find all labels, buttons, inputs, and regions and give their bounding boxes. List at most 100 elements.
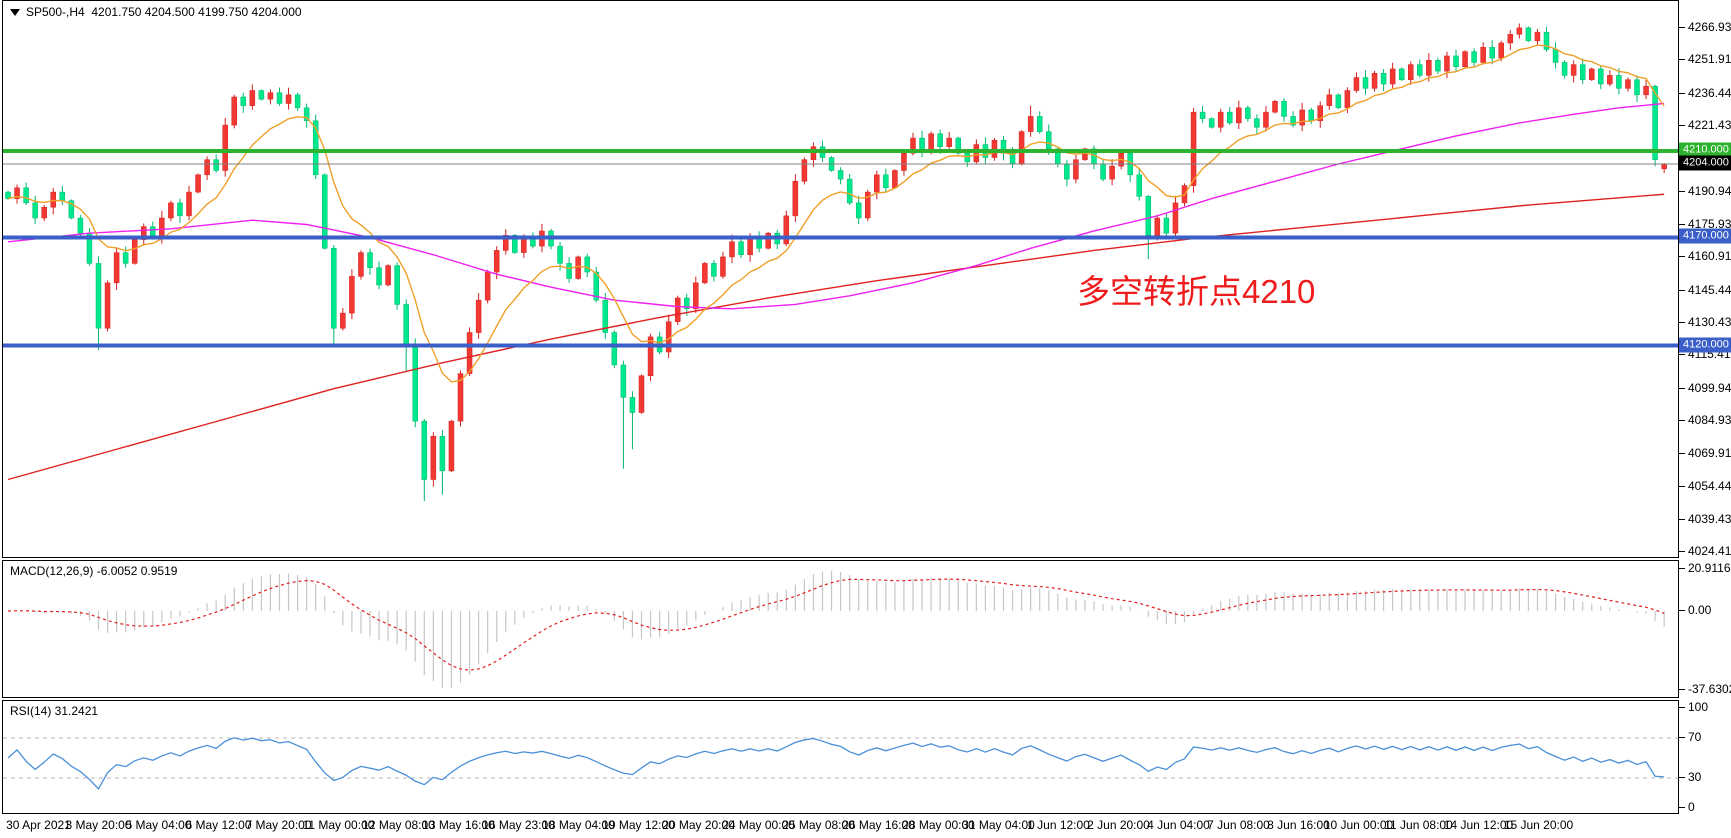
price-tick-label: 4054.445 <box>1688 479 1731 494</box>
candle-body <box>1217 111 1224 128</box>
time-axis-label: 13 May 16:00 <box>422 818 495 832</box>
macd-plot[interactable] <box>3 561 1678 697</box>
time-axis-label: 26 May 16:00 <box>842 818 915 832</box>
candle-body <box>575 256 581 279</box>
macd-axis-label: 0.00 <box>1688 603 1712 617</box>
candle-body <box>1353 77 1360 91</box>
candle-body <box>991 139 998 158</box>
candle-body <box>1371 72 1378 89</box>
price-axis-tick <box>1679 223 1685 225</box>
ohlc-values: 4201.750 4204.500 4199.750 4204.000 <box>91 5 302 19</box>
candle-body <box>1254 118 1260 128</box>
time-axis-label: 14 Jun 12:00 <box>1443 818 1514 832</box>
time-axis-label: 16 May 23:00 <box>482 818 555 832</box>
candle-body <box>865 191 871 219</box>
candle-body <box>466 332 473 374</box>
candle-body <box>1543 31 1550 50</box>
candle-body <box>1172 202 1179 234</box>
time-axis-label: 8 Jun 16:00 <box>1267 818 1330 832</box>
rsi-label: RSI(14) 31.2421 <box>10 704 99 718</box>
candle-body <box>1435 60 1441 72</box>
rsi-axis-label: 0 <box>1688 800 1695 814</box>
candle-body <box>258 90 265 100</box>
candle-body <box>1534 31 1541 42</box>
rsi-axis-label: 30 <box>1688 770 1702 784</box>
candle-body <box>1462 51 1468 67</box>
price-tick-label: 4084.930 <box>1688 413 1731 428</box>
price-axis-tick <box>1679 191 1685 193</box>
candle-body <box>14 187 20 199</box>
candle-body <box>1525 27 1532 42</box>
candle-body <box>177 202 183 217</box>
candle-body <box>1154 217 1161 236</box>
candle-body <box>738 241 744 256</box>
candle-body <box>1227 111 1233 124</box>
price-axis-tick <box>1679 125 1685 127</box>
candle-body <box>638 375 645 413</box>
price-axis-tick <box>1679 59 1685 61</box>
candle-body <box>1389 68 1396 85</box>
macd-axis-tick <box>1679 610 1685 611</box>
candle-body <box>1335 94 1342 109</box>
candle-body <box>1344 90 1351 109</box>
candle-body <box>801 159 808 182</box>
candle-body <box>928 133 934 152</box>
rsi-panel[interactable]: RSI(14) 31.2421 <box>2 700 1679 814</box>
candle-body <box>883 174 889 189</box>
candle-body <box>946 137 952 147</box>
candle-body <box>1471 51 1477 63</box>
candle-body <box>1480 47 1486 63</box>
candle-body <box>557 245 563 264</box>
candle-body <box>122 252 129 264</box>
candlestick-plot[interactable] <box>3 1 1678 557</box>
candle-body <box>1561 62 1568 76</box>
time-axis[interactable]: 30 Apr 2021 3 May 20:00 5 May 04:00 6 May 1… <box>0 816 1731 838</box>
price-axis[interactable]: 4266.930 4251.915 4236.445 4221.430 4190.945… <box>1679 0 1731 838</box>
candle-body <box>1326 94 1333 106</box>
candle-body <box>1281 101 1287 117</box>
price-tick-label: 4236.445 <box>1688 85 1731 100</box>
candle-body <box>204 159 210 176</box>
rsi-axis-tick <box>1679 777 1685 778</box>
candle-body <box>1498 42 1504 59</box>
candle-body <box>1625 79 1631 89</box>
candle-body <box>503 235 509 251</box>
candle-body <box>792 181 799 217</box>
candle-body <box>1579 64 1586 80</box>
candle-body <box>1100 163 1106 180</box>
candle-body <box>1145 196 1152 236</box>
price-tick-label: 4069.915 <box>1688 445 1731 460</box>
price-tick-label: 4221.430 <box>1688 118 1731 133</box>
candle-body <box>186 191 192 217</box>
candle-body <box>439 436 446 472</box>
candle-body <box>403 304 409 346</box>
candle-body <box>1317 105 1323 122</box>
candle-body <box>1570 64 1577 76</box>
candle-body <box>1661 163 1667 170</box>
time-axis-label: 18 May 04:00 <box>542 818 615 832</box>
rsi-plot[interactable] <box>3 701 1678 813</box>
price-axis-tick <box>1679 387 1685 389</box>
price-tick-label: 4024.415 <box>1688 544 1731 559</box>
candle-body <box>448 420 455 472</box>
rsi-line <box>7 737 1665 790</box>
macd-panel[interactable]: MACD(12,26,9) -6.0052 0.9519 <box>2 560 1679 698</box>
candle-body <box>747 237 753 256</box>
candle-body <box>1299 109 1305 126</box>
annotation-text[interactable]: 多空转折点4210 <box>1077 273 1316 310</box>
candle-body <box>294 94 301 109</box>
candle-body <box>213 159 219 171</box>
candle-body <box>1163 217 1170 234</box>
candle-body <box>512 235 518 253</box>
time-axis-label: 11 May 00:00 <box>302 818 375 832</box>
candle-body <box>95 263 102 329</box>
candle-body <box>1426 60 1432 76</box>
candle-body <box>910 137 916 154</box>
candle-body <box>521 237 527 253</box>
price-chart-panel[interactable]: SP500-,H4 4201.750 4204.500 4199.750 420… <box>2 0 1679 558</box>
macd-axis-label: 20.9116 <box>1688 561 1731 575</box>
candle-body <box>1408 64 1414 80</box>
time-axis-label: 25 May 08:00 <box>782 818 855 832</box>
time-axis-label: 30 Apr 2021 <box>6 818 71 832</box>
candle-body <box>1199 111 1206 119</box>
